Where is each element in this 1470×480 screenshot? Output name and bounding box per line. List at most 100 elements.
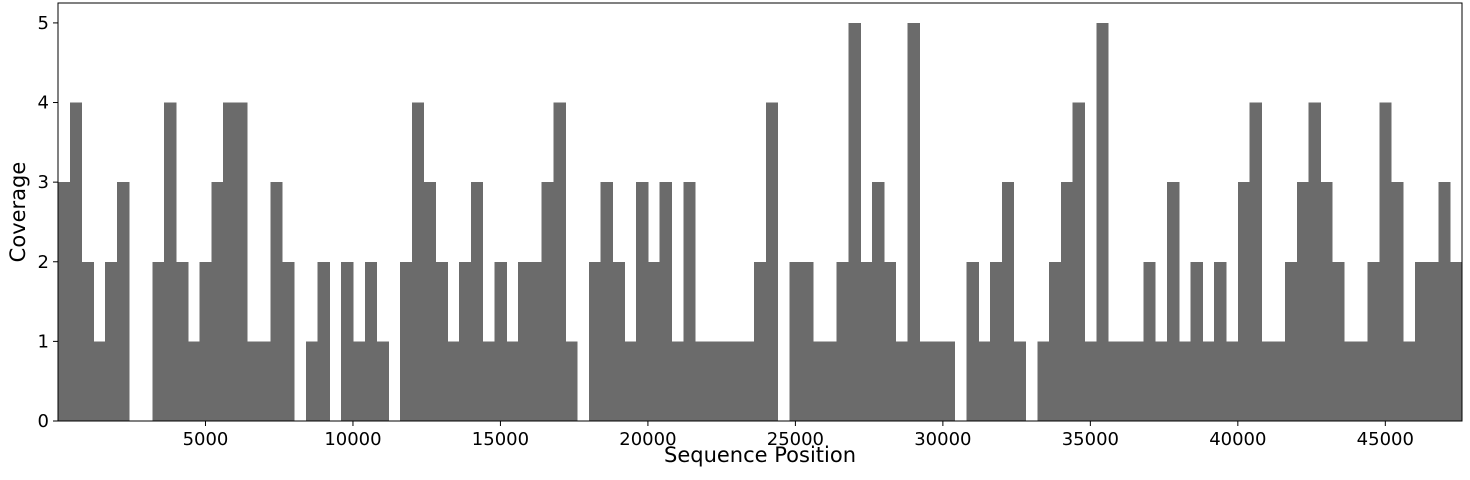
coverage-bar xyxy=(1273,341,1286,421)
coverage-bar xyxy=(942,341,956,421)
coverage-bar xyxy=(1060,182,1074,421)
x-tick-label: 25000 xyxy=(767,429,824,450)
coverage-bar xyxy=(1391,182,1404,421)
coverage-bar xyxy=(352,341,366,421)
coverage-bar xyxy=(482,341,496,421)
x-tick-label: 20000 xyxy=(619,429,676,450)
coverage-bar xyxy=(246,341,260,421)
coverage-bar xyxy=(1355,341,1369,421)
coverage-bar xyxy=(282,261,295,421)
y-tick-label: 5 xyxy=(38,13,49,34)
coverage-bar xyxy=(1131,341,1144,421)
coverage-bar xyxy=(152,261,165,421)
y-axis-label: Coverage xyxy=(6,162,30,263)
coverage-bar xyxy=(1237,182,1251,421)
coverage-bar xyxy=(1261,341,1274,421)
coverage-bar xyxy=(848,22,861,422)
coverage-bar xyxy=(683,182,696,421)
coverage-bar xyxy=(116,182,130,421)
coverage-bar xyxy=(459,261,472,421)
coverage-bar xyxy=(1084,341,1097,421)
coverage-bar xyxy=(1202,341,1215,421)
coverage-bar xyxy=(872,182,885,421)
coverage-bar xyxy=(1332,261,1345,421)
coverage-bar xyxy=(1167,182,1180,421)
coverage-bar xyxy=(506,341,519,421)
coverage-bar xyxy=(612,261,625,421)
coverage-bar xyxy=(258,341,271,421)
coverage-bar xyxy=(541,182,555,421)
coverage-bar xyxy=(624,341,637,421)
coverage-bar xyxy=(105,261,118,421)
coverage-bar xyxy=(636,182,649,421)
coverage-bar xyxy=(223,102,236,422)
coverage-bar xyxy=(706,341,720,421)
coverage-bar xyxy=(1108,341,1121,421)
coverage-bar xyxy=(411,102,425,422)
coverage-bar xyxy=(1072,102,1085,422)
coverage-bar xyxy=(1178,341,1192,421)
x-axis-label: Sequence Position xyxy=(664,443,856,467)
coverage-bar xyxy=(1190,261,1203,421)
coverage-bar xyxy=(1403,341,1416,421)
x-tick-label: 5000 xyxy=(183,429,229,450)
coverage-bar xyxy=(518,261,531,421)
coverage-bar xyxy=(234,102,248,422)
coverage-bar xyxy=(1096,22,1109,422)
x-tick-label: 40000 xyxy=(1209,429,1266,450)
coverage-bar xyxy=(1049,261,1062,421)
coverage-bar xyxy=(1037,341,1050,421)
coverage-bar xyxy=(81,261,94,421)
coverage-bar xyxy=(990,261,1003,421)
coverage-bar xyxy=(1214,261,1227,421)
coverage-bar xyxy=(270,182,283,421)
plot-frame xyxy=(57,2,1463,422)
coverage-bar xyxy=(364,261,378,421)
coverage-bar xyxy=(836,261,849,421)
coverage-bar xyxy=(305,341,319,421)
coverage-bar xyxy=(754,261,767,421)
coverage-bar xyxy=(1013,341,1026,421)
coverage-bar xyxy=(813,341,826,421)
coverage-bar xyxy=(553,102,566,422)
y-tick-label: 2 xyxy=(38,252,49,273)
coverage-bar xyxy=(211,182,224,421)
coverage-bar xyxy=(494,261,507,421)
coverage-bar xyxy=(789,261,802,421)
coverage-bar xyxy=(1119,341,1133,421)
coverage-bar xyxy=(164,102,177,422)
coverage-bar xyxy=(907,22,920,422)
coverage-bar xyxy=(1414,261,1428,421)
x-tick-label: 10000 xyxy=(324,429,381,450)
coverage-bar xyxy=(647,261,661,421)
coverage-bar xyxy=(860,261,873,421)
coverage-bar xyxy=(58,182,71,421)
coverage-bar xyxy=(730,341,743,421)
coverage-bar xyxy=(765,102,779,422)
y-tick-label: 0 xyxy=(38,411,49,432)
coverage-bar xyxy=(317,261,330,421)
coverage-bar xyxy=(742,341,755,421)
coverage-bar xyxy=(423,182,437,421)
coverage-bar xyxy=(187,341,201,421)
coverage-bar xyxy=(600,182,614,421)
coverage-bar xyxy=(1344,341,1357,421)
coverage-bar xyxy=(1285,261,1298,421)
y-tick-label: 4 xyxy=(38,93,49,114)
coverage-bar xyxy=(529,261,543,421)
coverage-bar xyxy=(447,341,460,421)
x-tick-label: 35000 xyxy=(1062,429,1119,450)
coverage-bar xyxy=(895,341,908,421)
coverage-bar xyxy=(824,341,838,421)
coverage-bar xyxy=(400,261,413,421)
coverage-bar xyxy=(695,341,708,421)
coverage-bar xyxy=(671,341,684,421)
coverage-bar xyxy=(69,102,83,422)
coverage-bar xyxy=(341,261,354,421)
coverage-bar xyxy=(919,341,932,421)
coverage-bar xyxy=(199,261,212,421)
coverage-bar xyxy=(435,261,448,421)
coverage-bar xyxy=(931,341,944,421)
coverage-bar xyxy=(659,182,673,421)
